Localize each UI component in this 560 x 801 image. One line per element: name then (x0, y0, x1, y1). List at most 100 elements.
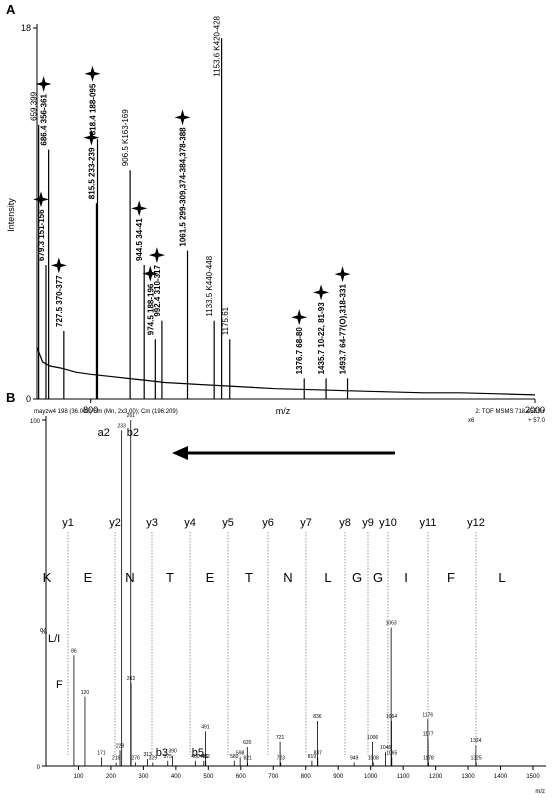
header-left: mayzw4 198 (36.008) Sm (Mn, 2x3.00); Cm … (34, 409, 178, 415)
peak-label: 1061.5 299-309,374-384,378-388 (179, 127, 188, 247)
scale-note: x6 (468, 418, 475, 424)
y-axis-label: % (40, 627, 47, 636)
x-tick-label: 200 (106, 774, 117, 780)
peak-label: 620 (243, 740, 252, 746)
x-axis-label: m/z (276, 406, 291, 416)
peak-label: 836 (313, 714, 322, 720)
peak-label: 949 (350, 756, 359, 762)
peak-label: 1178 (423, 756, 434, 762)
ion-label: y7 (300, 517, 312, 529)
ion-label: y9 (362, 517, 374, 529)
fragment-label: L/I (48, 633, 60, 645)
x-tick-label: 800 (301, 774, 312, 780)
peak-label: 1325 (471, 756, 482, 762)
sequence-residue: L (498, 570, 505, 585)
peak-label: 375 (164, 754, 173, 760)
sequence-residue: E (206, 570, 215, 585)
peak-label: 486 (200, 754, 209, 760)
peak-label: 1324 (470, 738, 481, 744)
peak-label: 1064 (386, 714, 397, 720)
peak-label: 171 (97, 750, 106, 756)
x-tick-label: 1400 (494, 774, 508, 780)
arrow-head (172, 446, 188, 460)
peak-label: 815.5 233-239 (87, 147, 96, 199)
y-tick-label: 100 (30, 419, 41, 425)
x-tick-label: 1500 (526, 774, 540, 780)
peak-label: 228 (116, 743, 125, 749)
panel-letter: A (6, 2, 16, 17)
peak-label: 679.3 151-156 (37, 209, 46, 261)
sequence-residue: G (352, 570, 362, 585)
peak-label: 723 (277, 756, 286, 762)
x-tick-label: 900 (333, 774, 344, 780)
sequence-residue: G (373, 570, 383, 585)
peak-label: 1175.61 (221, 306, 230, 335)
peak-label: 233 (117, 423, 126, 429)
peak-label: 1153.6 K420-428 (213, 15, 222, 76)
ion-label: y12 (467, 517, 485, 529)
peak-label: 1006 (367, 735, 378, 741)
peak-label: 727.5 370-377 (55, 275, 64, 327)
ion-label: y5 (222, 517, 234, 529)
peak-label: 1493.7 64-77(O),318-331 (339, 284, 348, 375)
peak-label: 721 (276, 735, 285, 741)
x-axis-label: m/z (535, 789, 545, 795)
sequence-residue: I (404, 570, 408, 585)
star-marker (174, 109, 191, 126)
peak-label: 329 (149, 756, 158, 762)
offset-note: + 57.0 (528, 418, 546, 424)
peak-label: 580 (230, 754, 239, 760)
y-tick-label: 18 (21, 23, 31, 33)
fragment-label: a2 (98, 427, 110, 439)
x-tick-label: 2000 (525, 405, 545, 415)
sequence-residue: T (166, 570, 174, 585)
x-tick-label: 1000 (364, 774, 378, 780)
peak-label: 1008 (368, 756, 379, 762)
peak-label: 492 (202, 754, 211, 760)
peak-label: 261 (127, 413, 136, 419)
sequence-residue: T (245, 570, 253, 585)
star-marker (83, 129, 100, 146)
ion-label: y8 (339, 517, 351, 529)
star-marker (131, 200, 148, 217)
x-tick-label: 600 (236, 774, 247, 780)
peak-label: 1046 (380, 745, 391, 751)
peak-label: 837 (314, 750, 323, 756)
peak-label: 86 (71, 648, 77, 654)
peak-label: 390 (168, 749, 177, 755)
x-tick-label: 300 (138, 774, 149, 780)
peak-label: 1063 (386, 621, 397, 627)
peak-label: 992.4 310-317 (153, 265, 162, 317)
fragment-label: b5 (192, 747, 204, 759)
peak-label: 818.4 188-095 (89, 83, 98, 135)
peak-label: 686.4 356-361 (40, 93, 49, 145)
fragment-label: b2 (127, 427, 139, 439)
header-right: 2: TOF MSMS 718.45ES+ (475, 409, 545, 415)
peak-label: 974.5 188-196 (146, 283, 155, 335)
sequence-residue: N (125, 570, 134, 585)
star-marker (313, 284, 330, 301)
ion-label: y6 (262, 517, 274, 529)
peak-label: 1435.7 10-22, 81-93 (317, 302, 326, 375)
x-tick-label: 400 (171, 774, 182, 780)
y-tick-label: 0 (37, 765, 41, 771)
sequence-residue: L (324, 570, 331, 585)
y-tick-label: 0 (26, 394, 31, 404)
ion-label: y11 (420, 517, 437, 529)
peak-label: 1065 (386, 750, 397, 756)
peak-label: 621 (243, 756, 252, 762)
peak-label: 120 (81, 690, 90, 696)
sequence-residue: E (84, 570, 93, 585)
peak-label: 1376.7 68-80 (295, 327, 304, 375)
panel-letter: B (6, 390, 15, 405)
sequence-residue: F (447, 570, 455, 585)
y-axis-label: Intensity (6, 198, 16, 232)
peak-label: 460 (191, 754, 200, 760)
peak-label: 598 (236, 750, 245, 756)
ion-label: y2 (109, 517, 121, 529)
x-tick-label: 500 (203, 774, 214, 780)
ion-label: y4 (184, 517, 196, 529)
peak-label: 313 (143, 752, 152, 758)
